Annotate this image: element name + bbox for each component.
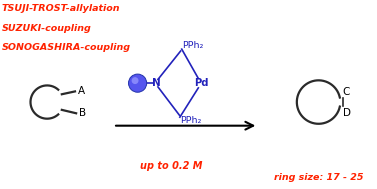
Text: TSUJI-TROST-allylation: TSUJI-TROST-allylation: [2, 4, 120, 13]
Text: PPh₂: PPh₂: [181, 116, 202, 125]
Text: SONOGASHIRA-coupling: SONOGASHIRA-coupling: [2, 43, 131, 53]
Text: Pd: Pd: [194, 78, 208, 88]
Text: N: N: [152, 78, 161, 88]
Ellipse shape: [129, 74, 147, 92]
Text: C: C: [343, 87, 350, 97]
Text: B: B: [79, 108, 86, 118]
Text: up to 0.2 M: up to 0.2 M: [140, 161, 203, 171]
Text: A: A: [78, 86, 85, 96]
Text: PPh₂: PPh₂: [182, 41, 204, 50]
Text: D: D: [343, 108, 351, 118]
Text: SUZUKI-coupling: SUZUKI-coupling: [2, 24, 92, 33]
Text: ring size: 17 - 25: ring size: 17 - 25: [274, 173, 363, 182]
Ellipse shape: [132, 77, 138, 84]
